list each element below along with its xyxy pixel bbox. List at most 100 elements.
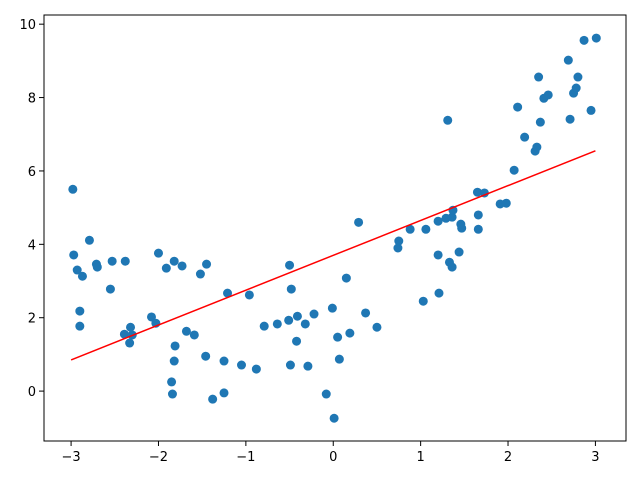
- point: [543, 90, 553, 100]
- point: [354, 217, 364, 227]
- x-tick-label: −1: [236, 450, 255, 465]
- y-tick-label: 0: [28, 385, 36, 400]
- point: [69, 250, 79, 260]
- point: [161, 263, 171, 273]
- point: [454, 247, 464, 257]
- point: [120, 256, 130, 266]
- point: [202, 259, 212, 269]
- point: [208, 394, 218, 404]
- point: [393, 243, 403, 253]
- y-tick-label: 2: [28, 312, 36, 327]
- point: [286, 284, 296, 294]
- point: [177, 261, 187, 271]
- point: [303, 361, 313, 371]
- point: [170, 341, 180, 351]
- point: [284, 315, 294, 325]
- point: [292, 311, 302, 321]
- point: [513, 102, 523, 112]
- point: [201, 351, 211, 361]
- point: [329, 413, 339, 423]
- point: [472, 187, 482, 197]
- point: [107, 256, 117, 266]
- point: [75, 306, 85, 316]
- point: [219, 388, 229, 398]
- point: [77, 271, 87, 281]
- point: [300, 319, 310, 329]
- point: [434, 288, 444, 298]
- point: [433, 216, 443, 226]
- point: [520, 132, 530, 142]
- x-tick-label: 1: [416, 450, 424, 465]
- point: [447, 212, 457, 222]
- point: [532, 142, 542, 152]
- point: [153, 248, 163, 258]
- y-tick-label: 8: [28, 92, 36, 107]
- point: [321, 389, 331, 399]
- point: [473, 224, 483, 234]
- point: [443, 115, 453, 125]
- point: [341, 273, 351, 283]
- point: [573, 72, 583, 82]
- point: [68, 184, 78, 194]
- point: [421, 224, 431, 234]
- point: [195, 269, 205, 279]
- x-tick-label: −3: [62, 450, 81, 465]
- point: [72, 265, 82, 275]
- point: [146, 312, 156, 322]
- point: [105, 284, 115, 294]
- point: [333, 332, 343, 342]
- point: [92, 262, 102, 272]
- point: [586, 105, 596, 115]
- point: [272, 319, 282, 329]
- plot-area: [68, 33, 601, 423]
- point: [433, 250, 443, 260]
- point: [251, 364, 261, 374]
- x-tick-label: 0: [329, 450, 337, 465]
- point: [219, 356, 229, 366]
- point: [181, 326, 191, 336]
- point: [167, 389, 177, 399]
- point: [591, 33, 601, 43]
- y-tick-label: 10: [19, 18, 36, 33]
- point: [345, 328, 355, 338]
- point: [565, 114, 575, 124]
- point: [456, 219, 466, 229]
- point: [244, 290, 254, 300]
- x-tick-label: −2: [149, 450, 168, 465]
- point: [361, 308, 371, 318]
- point: [189, 330, 199, 340]
- point: [125, 338, 135, 348]
- point: [169, 356, 179, 366]
- y-tick-label: 4: [28, 238, 36, 253]
- fit-line: [70, 150, 596, 361]
- point: [579, 35, 589, 45]
- axes-frame: [43, 14, 627, 442]
- point: [119, 329, 129, 339]
- point: [75, 321, 85, 331]
- point: [394, 236, 404, 246]
- point: [473, 210, 483, 220]
- point: [126, 322, 136, 332]
- point: [405, 224, 415, 234]
- point: [372, 322, 382, 332]
- point: [169, 256, 179, 266]
- x-tick-label: 2: [504, 450, 512, 465]
- point: [509, 165, 519, 175]
- point: [236, 360, 246, 370]
- y-tick-label: 6: [28, 165, 36, 180]
- point: [563, 55, 573, 65]
- point: [447, 262, 457, 272]
- point: [167, 377, 177, 387]
- point: [534, 72, 544, 82]
- point: [292, 336, 302, 346]
- point: [84, 235, 94, 245]
- point: [334, 354, 344, 364]
- point: [223, 288, 233, 298]
- point: [309, 309, 319, 319]
- point: [285, 360, 295, 370]
- point: [501, 198, 511, 208]
- point: [418, 296, 428, 306]
- point: [259, 321, 269, 331]
- x-tick-label: 3: [591, 450, 599, 465]
